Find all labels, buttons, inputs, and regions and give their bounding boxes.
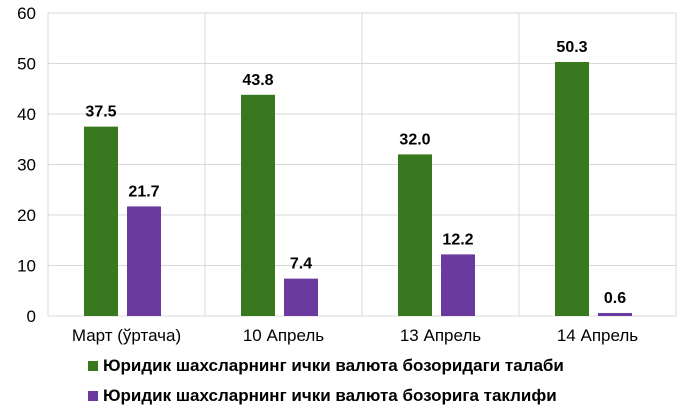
bar-supply bbox=[441, 254, 475, 316]
data-label: 21.7 bbox=[128, 183, 159, 200]
y-tick-label: 50 bbox=[17, 55, 36, 74]
y-tick-label: 20 bbox=[17, 206, 36, 225]
x-tick-label: 13 Апрель bbox=[400, 326, 481, 345]
data-label: 12.2 bbox=[442, 231, 473, 248]
y-tick-label: 60 bbox=[17, 4, 36, 23]
data-label: 50.3 bbox=[556, 39, 587, 56]
bar-demand bbox=[241, 94, 275, 316]
y-tick-label: 0 bbox=[27, 307, 36, 326]
legend-item-supply: Юридик шахсларнинг ички валюта бозорига … bbox=[88, 386, 557, 406]
legend-swatch-purple bbox=[88, 391, 98, 401]
legend-item-demand: Юридик шахсларнинг ички валюта бозоридаг… bbox=[88, 356, 564, 376]
bar-demand bbox=[84, 126, 118, 316]
data-label: 7.4 bbox=[290, 256, 312, 273]
x-tick-label: Март (ўртача) bbox=[72, 326, 181, 345]
bar-supply bbox=[284, 278, 318, 316]
bar-demand bbox=[555, 61, 589, 316]
chart-plot: 0 10 20 30 40 50 60 37.5 21.7 Март (ўртача) 43.8 7.… bbox=[17, 4, 677, 345]
y-tick-label: 30 bbox=[17, 156, 36, 175]
y-tick-label: 10 bbox=[17, 257, 36, 276]
bar-demand bbox=[398, 154, 432, 316]
data-label: 0.6 bbox=[604, 290, 626, 307]
data-label: 43.8 bbox=[242, 72, 273, 89]
y-tick-label: 40 bbox=[17, 105, 36, 124]
bar-supply bbox=[127, 206, 161, 316]
legend-label: Юридик шахсларнинг ички валюта бозоридаг… bbox=[103, 356, 564, 375]
x-tick-label: 10 Апрель bbox=[243, 326, 324, 345]
legend-label: Юридик шахсларнинг ички валюта бозорига … bbox=[103, 386, 557, 405]
bar-supply bbox=[598, 312, 632, 316]
x-tick-label: 14 Апрель bbox=[557, 326, 638, 345]
legend-swatch-green bbox=[88, 361, 98, 371]
data-label: 32.0 bbox=[399, 131, 430, 148]
data-label: 37.5 bbox=[85, 104, 116, 121]
